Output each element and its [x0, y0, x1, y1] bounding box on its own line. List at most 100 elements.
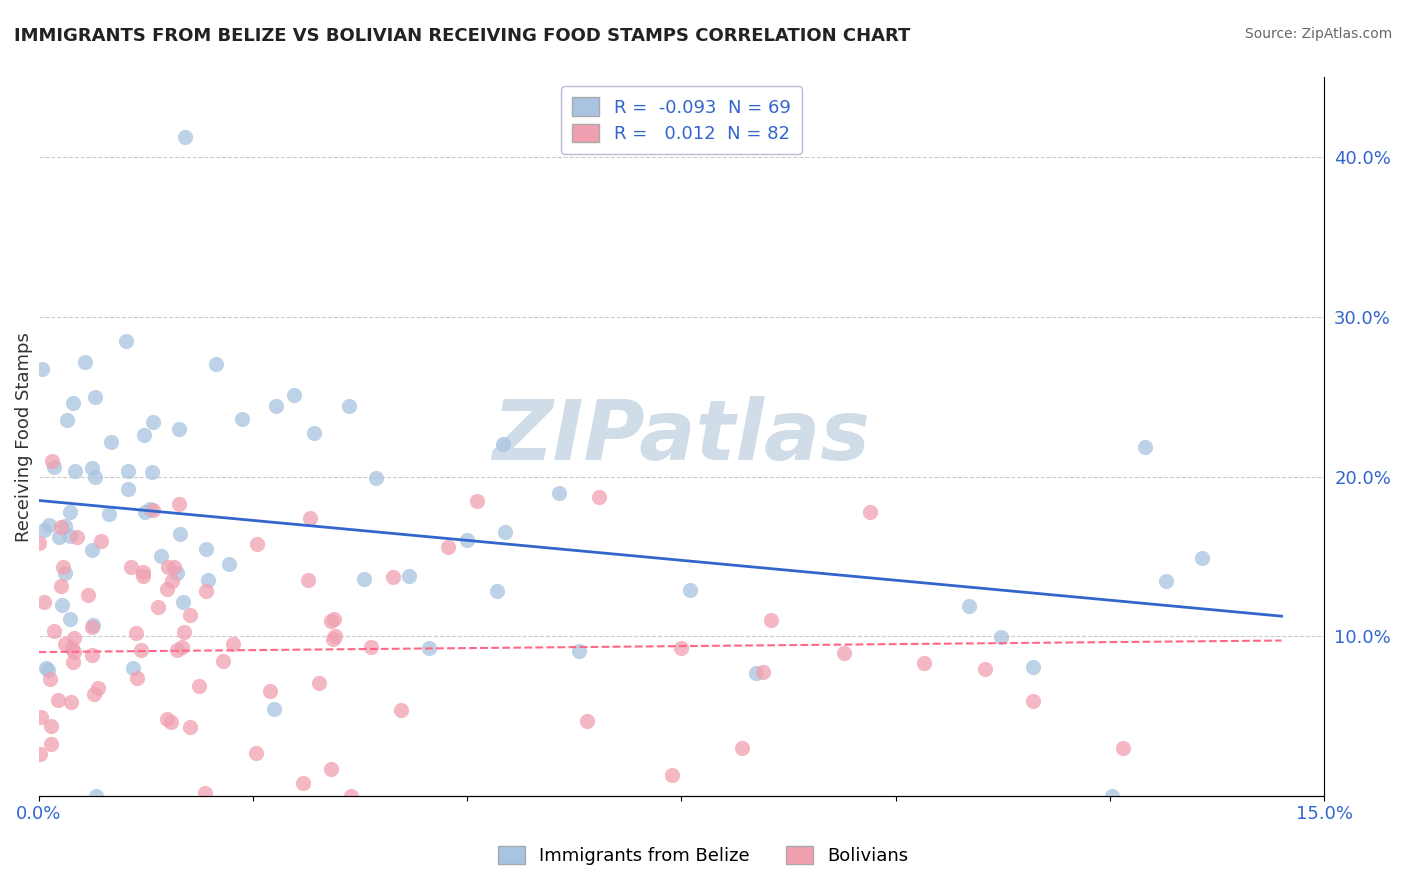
Point	[437, 540, 460, 554]
Point	[83, 390, 105, 404]
Legend: Immigrants from Belize, Bolivians: Immigrants from Belize, Bolivians	[488, 837, 918, 874]
Point	[83, 687, 105, 701]
Point	[48, 530, 70, 544]
Point	[302, 425, 325, 440]
Point	[169, 526, 191, 541]
Point	[1154, 574, 1177, 589]
Point	[308, 675, 330, 690]
Point	[661, 768, 683, 782]
Point	[58, 612, 80, 626]
Text: IMMIGRANTS FROM BELIZE VS BOLIVIAN RECEIVING FOOD STAMPS CORRELATION CHART: IMMIGRANTS FROM BELIZE VS BOLIVIAN RECEI…	[14, 27, 911, 45]
Point	[60, 640, 83, 655]
Point	[761, 613, 783, 627]
Point	[1022, 659, 1045, 673]
Point	[39, 719, 62, 733]
Point	[28, 536, 51, 550]
Point	[59, 529, 82, 543]
Point	[52, 559, 75, 574]
Point	[832, 646, 855, 660]
Point	[291, 776, 314, 790]
Point	[51, 599, 73, 613]
Point	[82, 620, 104, 634]
Point	[337, 400, 360, 414]
Point	[44, 459, 66, 474]
Point	[173, 625, 195, 640]
Point	[264, 399, 287, 413]
Point	[156, 560, 179, 574]
Point	[120, 559, 142, 574]
Point	[195, 584, 218, 599]
Point	[212, 654, 235, 668]
Point	[80, 460, 103, 475]
Point	[121, 661, 143, 675]
Point	[77, 588, 100, 602]
Point	[46, 693, 69, 707]
Point	[360, 640, 382, 654]
Point	[322, 632, 344, 646]
Point	[132, 428, 155, 442]
Point	[41, 454, 63, 468]
Point	[205, 357, 228, 371]
Point	[132, 568, 155, 582]
Point	[197, 574, 219, 588]
Point	[117, 482, 139, 496]
Point	[31, 362, 53, 376]
Point	[28, 747, 51, 761]
Point	[80, 648, 103, 662]
Point	[259, 684, 281, 698]
Point	[859, 505, 882, 519]
Point	[63, 645, 86, 659]
Point	[37, 663, 59, 677]
Point	[382, 569, 405, 583]
Point	[245, 747, 267, 761]
Point	[364, 471, 387, 485]
Point	[39, 737, 62, 751]
Point	[1112, 740, 1135, 755]
Point	[156, 712, 179, 726]
Point	[398, 569, 420, 583]
Point	[117, 464, 139, 478]
Point	[588, 491, 610, 505]
Point	[751, 665, 773, 679]
Point	[679, 582, 702, 597]
Point	[319, 614, 342, 628]
Point	[547, 486, 569, 500]
Point	[283, 388, 305, 402]
Y-axis label: Receiving Food Stamps: Receiving Food Stamps	[15, 332, 32, 541]
Point	[163, 560, 186, 574]
Point	[63, 631, 86, 645]
Text: Source: ZipAtlas.com: Source: ZipAtlas.com	[1244, 27, 1392, 41]
Point	[167, 497, 190, 511]
Point	[73, 355, 96, 369]
Point	[149, 549, 172, 563]
Point	[222, 637, 245, 651]
Point	[142, 415, 165, 429]
Point	[576, 714, 599, 729]
Point	[990, 630, 1012, 644]
Point	[353, 572, 375, 586]
Point	[100, 435, 122, 450]
Point	[319, 762, 342, 776]
Point	[194, 786, 217, 800]
Point	[83, 470, 105, 484]
Point	[160, 574, 183, 589]
Point	[66, 530, 89, 544]
Point	[127, 672, 149, 686]
Point	[297, 573, 319, 587]
Point	[90, 534, 112, 549]
Point	[172, 595, 194, 609]
Point	[80, 543, 103, 558]
Point	[62, 655, 84, 669]
Point	[49, 579, 72, 593]
Point	[456, 533, 478, 547]
Point	[568, 644, 591, 658]
Point	[671, 640, 693, 655]
Point	[1133, 440, 1156, 454]
Point	[65, 464, 87, 478]
Point	[132, 566, 155, 580]
Point	[179, 720, 201, 734]
Point	[148, 600, 170, 615]
Point	[60, 695, 83, 709]
Point	[97, 507, 120, 521]
Point	[142, 503, 165, 517]
